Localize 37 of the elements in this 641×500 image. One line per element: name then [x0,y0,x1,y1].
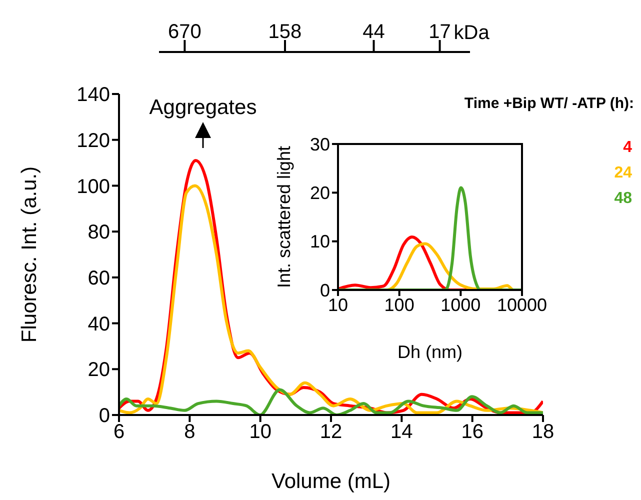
y-tick-label: 40 [88,313,110,336]
x-tick-label: 1000 [440,294,481,315]
x-tick-label: 8 [184,421,196,444]
y-tick-label: 140 [76,84,110,106]
x2-tick-label: 17 [428,21,451,43]
y-tick-label: 0 [98,405,110,428]
text: 48 [614,190,632,207]
y-tick-label: 30 [310,134,330,154]
x-tick-label: 14 [390,421,413,444]
y-tick-label: 60 [88,268,110,290]
x-tick-label: 6 [113,421,125,444]
y-tick-label: 100 [76,176,110,198]
y-tick-label: 10 [310,232,330,252]
x2-tick-label: 670 [168,21,202,43]
x-tick-label: 10000 [496,294,548,315]
y-tick-label: 0 [320,280,330,300]
y-tick-label: 20 [88,359,110,382]
x-tick-label: 100 [384,294,414,315]
x-tick-label: 18 [532,421,554,444]
y-tick-label: 20 [310,183,330,204]
text: 4 [623,139,632,156]
x-axis-title: Volume (mL) [271,470,391,493]
x2-axis-title: kDa [454,22,490,44]
x-tick-label: 16 [461,421,484,444]
x-axis-title: Dh (nm) [397,342,463,362]
y-axis-title: Int. scattered light [274,146,294,288]
x-tick-label: 10 [328,294,348,315]
legend-title: Time +Bip WT/ -ATP (h): [464,95,634,112]
y-axis-title: Fluoresc. Int. (a.u.) [18,166,41,343]
x-tick-label: 12 [320,421,342,444]
x2-tick-label: 158 [268,21,302,43]
y-tick-label: 80 [88,222,110,244]
x-tick-label: 10 [249,421,272,444]
x2-tick-label: 44 [362,21,385,43]
annotation: Aggregates [149,96,257,119]
text: 24 [614,164,632,182]
y-tick-label: 120 [76,130,110,152]
